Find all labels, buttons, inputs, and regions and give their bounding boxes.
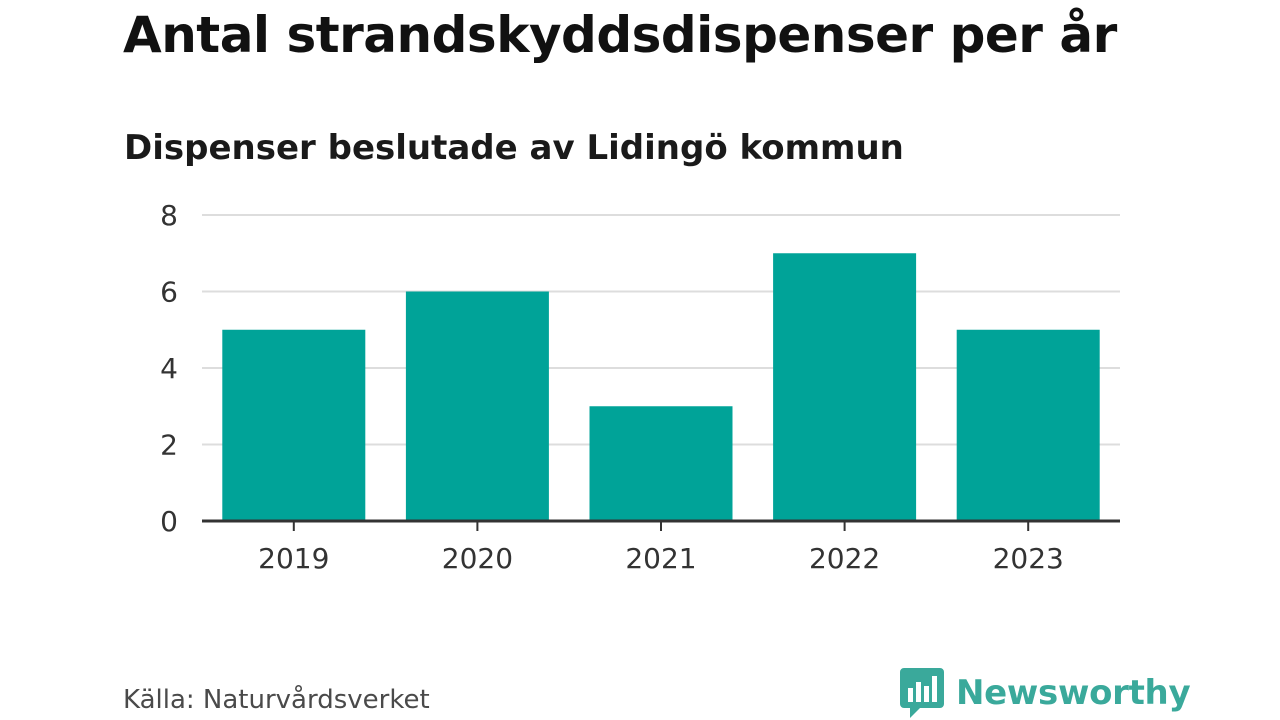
chart-subtitle: Dispenser beslutade av Lidingö kommun xyxy=(124,128,904,168)
bar-chart: 0 2 4 6 8 2019 2020 2021 2022 2023 xyxy=(160,199,1120,575)
x-tick-label: 2019 xyxy=(258,542,329,575)
brand-name: Newsworthy xyxy=(956,673,1191,713)
y-tick-label: 0 xyxy=(160,505,178,538)
chart-title: Antal strandskyddsdispenser per år xyxy=(123,6,1117,64)
bar-2020 xyxy=(405,291,549,521)
x-tick-label: 2020 xyxy=(442,542,513,575)
y-tick-label: 8 xyxy=(160,199,178,232)
y-tick-label: 2 xyxy=(160,429,178,462)
bar-2023 xyxy=(956,329,1100,521)
y-tick-label: 6 xyxy=(160,276,178,309)
bar-2022 xyxy=(773,253,917,521)
source-note: Källa: Naturvårdsverket xyxy=(123,685,430,715)
brand-logo: Newsworthy xyxy=(900,668,1191,718)
x-tick-label: 2022 xyxy=(809,542,880,575)
bar-2021 xyxy=(589,406,733,521)
bar-2019 xyxy=(222,329,366,521)
x-tick-label: 2021 xyxy=(625,542,696,575)
newsworthy-logo-icon xyxy=(900,668,944,718)
x-tick-label: 2023 xyxy=(993,542,1064,575)
y-tick-label: 4 xyxy=(160,352,178,385)
